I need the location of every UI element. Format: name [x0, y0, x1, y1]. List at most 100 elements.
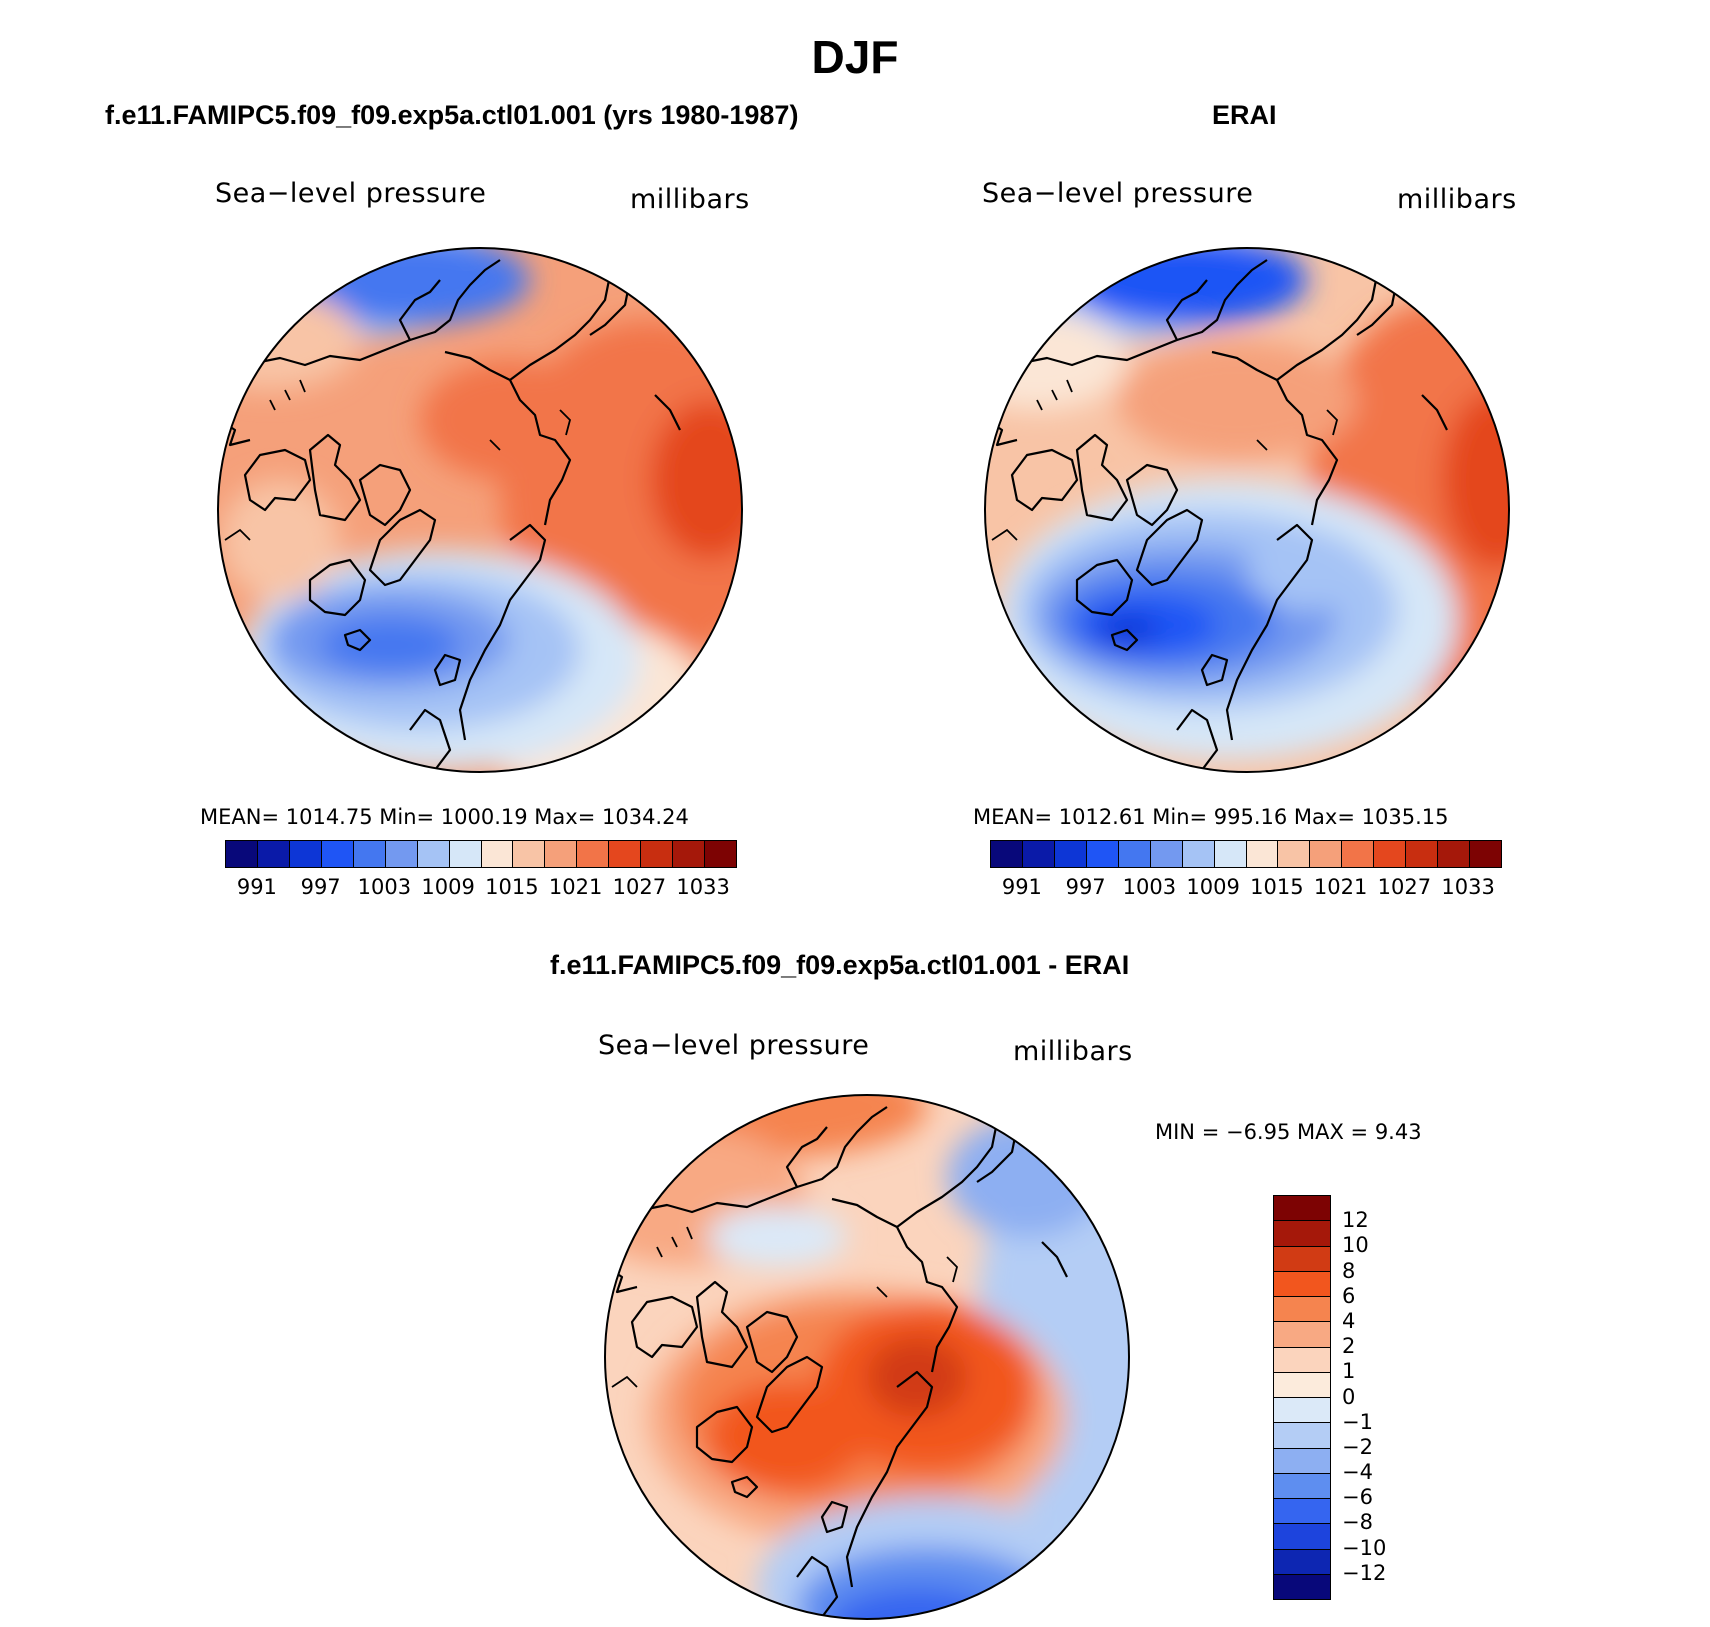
diff-variable-label: Sea−level pressure	[598, 1030, 870, 1061]
colorbar-swatch	[641, 841, 674, 867]
diff-units-label: millibars	[1013, 1036, 1133, 1067]
colorbar-swatch	[545, 841, 578, 867]
colorbar-swatch	[1246, 841, 1279, 867]
colorbar-tick-label: −12	[1342, 1560, 1387, 1585]
colorbar-tick-label: 997	[300, 875, 341, 899]
colorbar-swatch	[1374, 841, 1407, 867]
colorbar-swatch	[385, 841, 418, 867]
colorbar-tick-label: 10	[1342, 1233, 1369, 1258]
colorbar-swatch	[1274, 1271, 1330, 1297]
colorbar-tick-label: −10	[1342, 1535, 1387, 1560]
colorbar-tick-label: 1021	[1313, 875, 1368, 899]
colorbar-tick-label: 1027	[612, 875, 667, 899]
model-colorbar	[225, 840, 737, 868]
diff-polar-map	[604, 1094, 1130, 1620]
colorbar-tick-label: 1027	[1377, 875, 1432, 899]
colorbar-tick-label: 1	[1342, 1359, 1356, 1384]
colorbar-swatch	[1274, 1473, 1330, 1499]
colorbar-swatch	[673, 841, 706, 867]
colorbar-swatch	[1086, 841, 1119, 867]
colorbar-swatch	[1214, 841, 1247, 867]
colorbar-tick-label: 0	[1342, 1384, 1356, 1409]
colorbar-swatch	[1274, 1398, 1330, 1424]
colorbar-swatch	[1274, 1423, 1330, 1449]
colorbar-swatch	[1470, 841, 1501, 867]
colorbar-tick-label: −2	[1342, 1434, 1373, 1459]
colorbar-swatch	[1274, 1221, 1330, 1247]
colorbar-swatch	[353, 841, 386, 867]
colorbar-tick-label: −6	[1342, 1485, 1373, 1510]
colorbar-tick-label: −4	[1342, 1460, 1373, 1485]
colorbar-tick-label: 1021	[548, 875, 603, 899]
model-stats: MEAN= 1014.75 Min= 1000.19 Max= 1034.24	[200, 805, 689, 829]
colorbar-tick-label: 1033	[676, 875, 730, 899]
colorbar-swatch	[1274, 1499, 1330, 1525]
colorbar-tick-label: 991	[236, 875, 277, 899]
colorbar-swatch	[1274, 1297, 1330, 1323]
colorbar-swatch	[577, 841, 610, 867]
colorbar-swatch	[991, 841, 1023, 867]
colorbar-tick-label: 12	[1342, 1208, 1369, 1233]
model-colorbar-labels: 991 997 1003 1009 1015 1021 1027 1033	[225, 875, 735, 901]
figure-title: DJF	[811, 31, 899, 83]
diff-colorbar-labels: 12 10 8 6 4 2 1 0 −1 −2 −4 −6 −8 −10 −12	[1342, 1195, 1422, 1598]
colorbar-tick-label: 6	[1342, 1283, 1356, 1308]
colorbar-tick-label: 1003	[1122, 875, 1177, 899]
colorbar-swatch	[705, 841, 736, 867]
colorbar-swatch	[289, 841, 322, 867]
colorbar-swatch	[321, 841, 354, 867]
colorbar-swatch	[1274, 1322, 1330, 1348]
colorbar-swatch	[609, 841, 642, 867]
colorbar-swatch	[1054, 841, 1087, 867]
colorbar-tick-label: 1003	[357, 875, 412, 899]
colorbar-swatch	[1274, 1524, 1330, 1550]
colorbar-swatch	[1278, 841, 1311, 867]
colorbar-swatch	[1150, 841, 1183, 867]
colorbar-swatch	[1406, 841, 1439, 867]
colorbar-swatch	[1274, 1574, 1330, 1599]
model-panel-title: f.e11.FAMIPC5.f09_f09.exp5a.ctl01.001 (y…	[105, 100, 799, 130]
obs-units-label: millibars	[1397, 184, 1517, 215]
colorbar-tick-label: 8	[1342, 1258, 1356, 1283]
colorbar-swatch	[1118, 841, 1151, 867]
model-polar-map	[217, 247, 743, 773]
colorbar-tick-label: 1009	[421, 875, 475, 899]
colorbar-swatch	[257, 841, 290, 867]
colorbar-swatch	[1274, 1347, 1330, 1373]
obs-panel-title: ERAI	[1212, 100, 1277, 130]
colorbar-tick-label: 1033	[1441, 875, 1495, 899]
obs-colorbar-labels: 991 997 1003 1009 1015 1021 1027 1033	[990, 875, 1500, 901]
colorbar-tick-label: 1015	[485, 875, 539, 899]
colorbar-swatch	[226, 841, 258, 867]
colorbar-tick-label: 4	[1342, 1308, 1356, 1333]
colorbar-swatch	[513, 841, 546, 867]
colorbar-swatch	[1342, 841, 1375, 867]
colorbar-tick-label: 991	[1001, 875, 1042, 899]
colorbar-swatch	[1438, 841, 1471, 867]
obs-stats: MEAN= 1012.61 Min= 995.16 Max= 1035.15	[973, 805, 1449, 829]
diff-minmax: MIN = −6.95 MAX = 9.43	[1155, 1120, 1422, 1144]
model-units-label: millibars	[630, 184, 750, 215]
colorbar-swatch	[417, 841, 450, 867]
diff-colorbar	[1273, 1195, 1331, 1600]
colorbar-tick-label: 1009	[1186, 875, 1240, 899]
colorbar-tick-label: 1015	[1250, 875, 1304, 899]
obs-colorbar	[990, 840, 1502, 868]
colorbar-swatch	[1310, 841, 1343, 867]
colorbar-tick-label: 2	[1342, 1334, 1356, 1359]
colorbar-swatch	[1022, 841, 1055, 867]
colorbar-swatch	[1274, 1196, 1330, 1222]
colorbar-tick-label: −1	[1342, 1409, 1373, 1434]
obs-variable-label: Sea−level pressure	[982, 178, 1254, 209]
diff-panel-title: f.e11.FAMIPC5.f09_f09.exp5a.ctl01.001 - …	[550, 950, 1130, 980]
colorbar-swatch	[1274, 1448, 1330, 1474]
colorbar-swatch	[1274, 1372, 1330, 1398]
colorbar-tick-label: 997	[1065, 875, 1106, 899]
colorbar-swatch	[1182, 841, 1215, 867]
colorbar-swatch	[481, 841, 514, 867]
model-variable-label: Sea−level pressure	[215, 178, 487, 209]
colorbar-tick-label: −8	[1342, 1510, 1373, 1535]
colorbar-swatch	[1274, 1549, 1330, 1575]
colorbar-swatch	[449, 841, 482, 867]
colorbar-swatch	[1274, 1246, 1330, 1272]
